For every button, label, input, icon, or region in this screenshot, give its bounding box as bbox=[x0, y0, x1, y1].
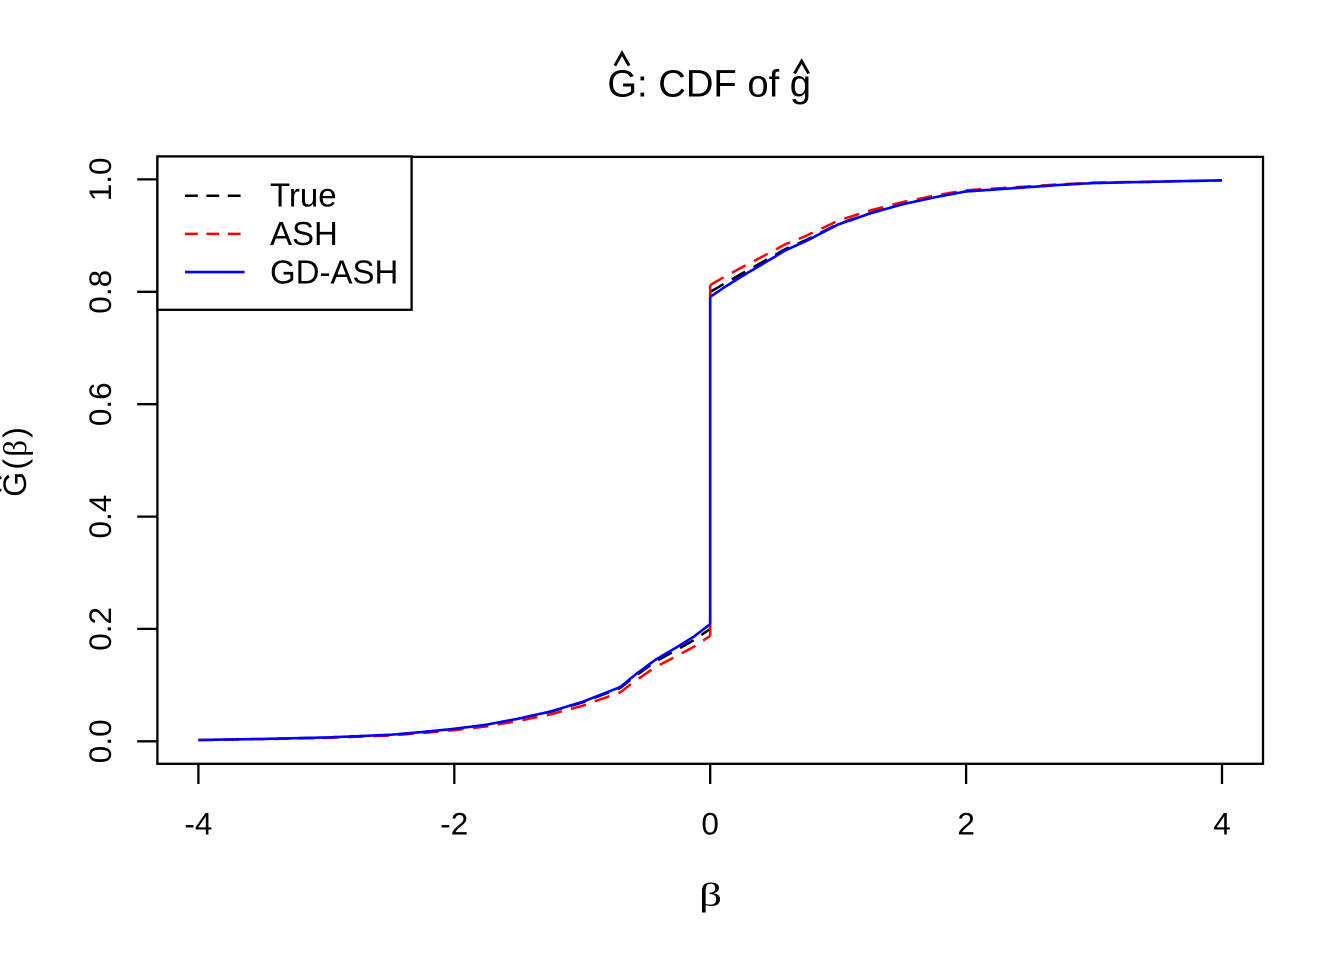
svg-text:0.0: 0.0 bbox=[82, 719, 118, 763]
svg-text:True: True bbox=[270, 177, 337, 214]
svg-text:-4: -4 bbox=[184, 806, 212, 842]
svg-text:G(β): G(β) bbox=[0, 425, 34, 497]
svg-text:4: 4 bbox=[1213, 806, 1231, 842]
svg-text:2: 2 bbox=[957, 806, 975, 842]
svg-text:1.0: 1.0 bbox=[82, 158, 118, 202]
svg-text:ASH: ASH bbox=[270, 215, 338, 252]
svg-text:0.4: 0.4 bbox=[82, 495, 118, 539]
svg-text:G: CDF of g: G: CDF of g bbox=[607, 63, 811, 106]
svg-text:0.2: 0.2 bbox=[82, 607, 118, 651]
svg-text:0.6: 0.6 bbox=[82, 382, 118, 426]
svg-text:GD-ASH: GD-ASH bbox=[270, 253, 398, 290]
svg-text:0.8: 0.8 bbox=[82, 270, 118, 314]
svg-text:β: β bbox=[699, 876, 722, 913]
svg-text:0: 0 bbox=[701, 806, 719, 842]
svg-text:-2: -2 bbox=[440, 806, 468, 842]
